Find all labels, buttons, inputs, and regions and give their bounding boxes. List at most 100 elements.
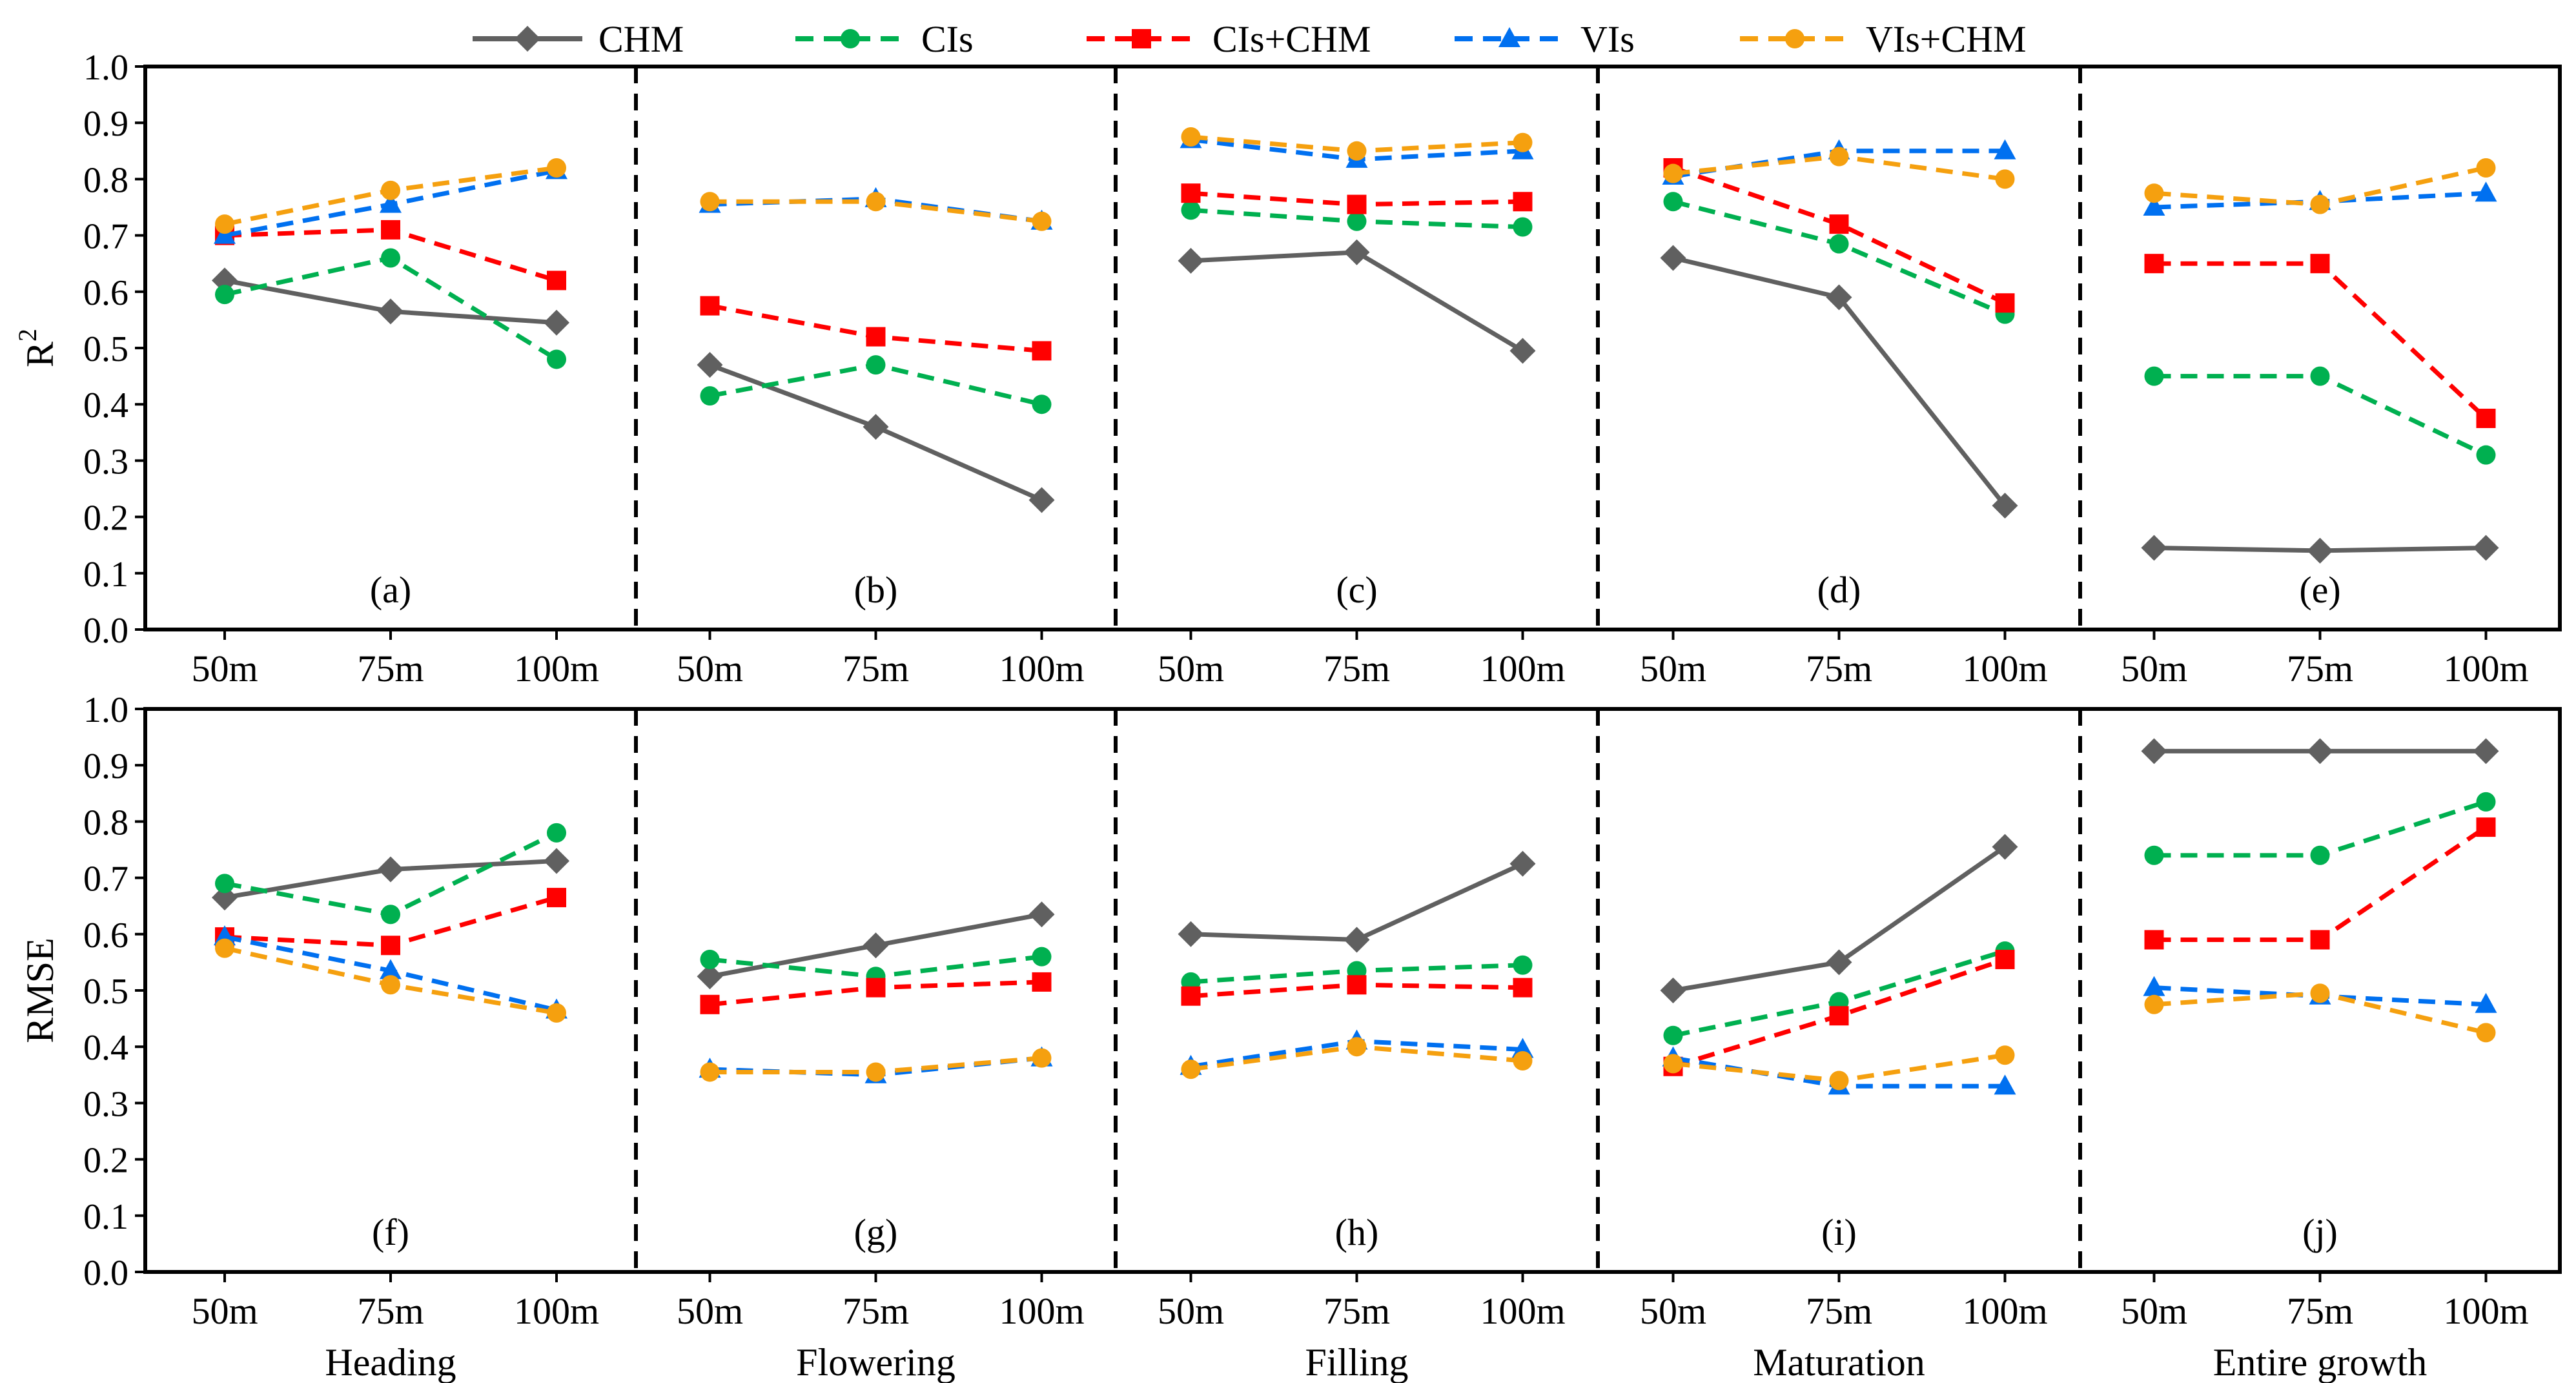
series-cis [2144,792,2496,865]
data-point-cis-chm-50m [700,296,720,316]
panel-label: (f) [372,1211,409,1253]
data-point-vis-chm-75m [1829,147,1849,167]
series-chm [697,352,1055,513]
data-point-vis-chm-50m [1181,127,1201,147]
series-vis-chm [2144,158,2496,214]
series-vis-chm [215,158,566,234]
data-point-cis-50m [1181,200,1201,220]
data-point-cis-75m [381,905,400,925]
data-point-cis-chm-75m [866,978,886,998]
y-tick-label: 0.3 [83,442,128,482]
data-point-chm-50m [2141,738,2167,764]
data-point-vis-100m [2475,992,2497,1013]
legend: CHM CIs CIs+CHM VIs VIs+CHM [473,18,2027,60]
data-point-chm-50m [1178,247,1204,274]
data-point-cis-chm-100m [2476,817,2496,837]
legend-marker [1498,27,1520,47]
data-point-chm-100m [1992,493,2018,519]
data-point-vis-chm-50m [215,938,234,958]
data-point-chm-100m [2473,738,2499,764]
panel-f: 50m 75m 100m (f) Heading [191,823,599,1383]
series-line [2154,261,2488,420]
data-point-vis-chm-50m [2144,994,2164,1014]
data-point-vis-chm-50m [700,192,720,212]
series-cis-chm [700,972,1052,1014]
data-point-chm-75m [2307,537,2333,564]
series-cis [215,823,566,925]
stage-label: Entire growth [2213,1341,2428,1383]
x-tick-label: 75m [2287,1290,2353,1332]
series-cis-chm [2144,254,2496,428]
series-chm [1178,239,1536,364]
data-point-vis-100m [2475,181,2497,202]
data-point-cis-75m [1829,234,1849,254]
data-point-cis-100m [1513,955,1533,975]
y-tick-label: 0.3 [83,1084,128,1124]
data-point-cis-chm-50m [2144,930,2164,950]
series-line [2154,374,2488,457]
data-point-vis-chm-100m [2476,158,2496,178]
x-tick-label: 75m [2287,648,2353,690]
data-point-vis-chm-75m [381,180,400,200]
data-point-cis-50m [700,950,720,970]
y-tick-label: 1.0 [83,48,128,88]
series-chm [2141,738,2499,764]
data-point-chm-75m [378,298,404,325]
row-rmse: 0.0 0.1 0.2 0.3 0.4 0.5 0.6 0.7 0.8 0.9 1.0 RMSE 50m… [19,690,2562,1383]
data-point-cis-chm-75m [381,220,400,240]
data-point-cis-chm-50m [700,994,720,1014]
data-point-chm-50m [212,885,238,911]
data-point-vis-chm-50m [1181,1060,1201,1080]
stage-label: Heading [325,1341,456,1383]
data-point-chm-75m [1344,927,1370,953]
x-tick-label: 50m [191,648,258,690]
panel-j: 50m 75m 100m (j) Entire growth [2121,738,2529,1383]
data-point-cis-chm-50m [1181,986,1201,1006]
x-tick-label: 50m [677,648,743,690]
y-tick-label: 0.9 [83,746,128,786]
x-tick-label: 75m [357,1290,424,1332]
series-vis-chm [215,938,566,1023]
data-point-vis-chm-100m [1032,1048,1052,1068]
y-tick-label: 0.6 [83,916,128,956]
data-point-vis-chm-100m [1032,211,1052,231]
data-point-cis-50m [1663,192,1683,212]
series-chm [1660,834,2018,1003]
x-tick-label: 50m [1640,1290,1706,1332]
stage-label: Maturation [1753,1341,1925,1383]
series-line [1191,250,1524,353]
data-point-vis-chm-75m [381,975,400,995]
x-tick-label: 100m [1962,648,2047,690]
data-point-cis-chm-100m [1032,972,1052,992]
data-point-chm-100m [1028,901,1055,928]
data-point-cis-75m [381,248,400,268]
data-point-vis-100m [1994,1074,2016,1095]
data-point-vis-chm-75m [866,192,886,212]
data-point-cis-100m [1032,947,1052,967]
data-point-chm-100m [2473,535,2499,561]
panel-label: (e) [2299,569,2340,611]
y-tick-label: 0.0 [83,1253,128,1293]
data-point-vis-chm-75m [866,1062,886,1082]
x-tick-label: 100m [999,648,1084,690]
data-point-cis-chm-100m [1513,978,1533,998]
y-axis-title-superscript: 2 [13,329,42,342]
y-tick-label: 0.5 [83,329,128,369]
data-point-cis-chm-100m [547,271,566,291]
data-point-cis-50m [2144,366,2164,386]
x-tick-label: 100m [999,1290,1084,1332]
series-vis-chm [1663,147,2015,189]
x-tick-label: 100m [2443,1290,2528,1332]
x-tick-label: 75m [843,1290,909,1332]
legend-marker [1132,29,1151,48]
data-point-vis-50m [2143,976,2165,996]
data-point-vis-chm-100m [1513,1051,1533,1071]
series-chm [2141,535,2499,564]
data-point-chm-100m [544,309,569,336]
x-tick-label: 100m [1480,648,1565,690]
y-tick-label: 0.4 [83,1028,128,1068]
data-point-chm-75m [1826,284,1852,311]
data-point-cis-chm-75m [1347,194,1367,214]
panel-e: 50m 75m 100m (e) [2121,158,2529,690]
data-point-chm-100m [1509,850,1536,877]
